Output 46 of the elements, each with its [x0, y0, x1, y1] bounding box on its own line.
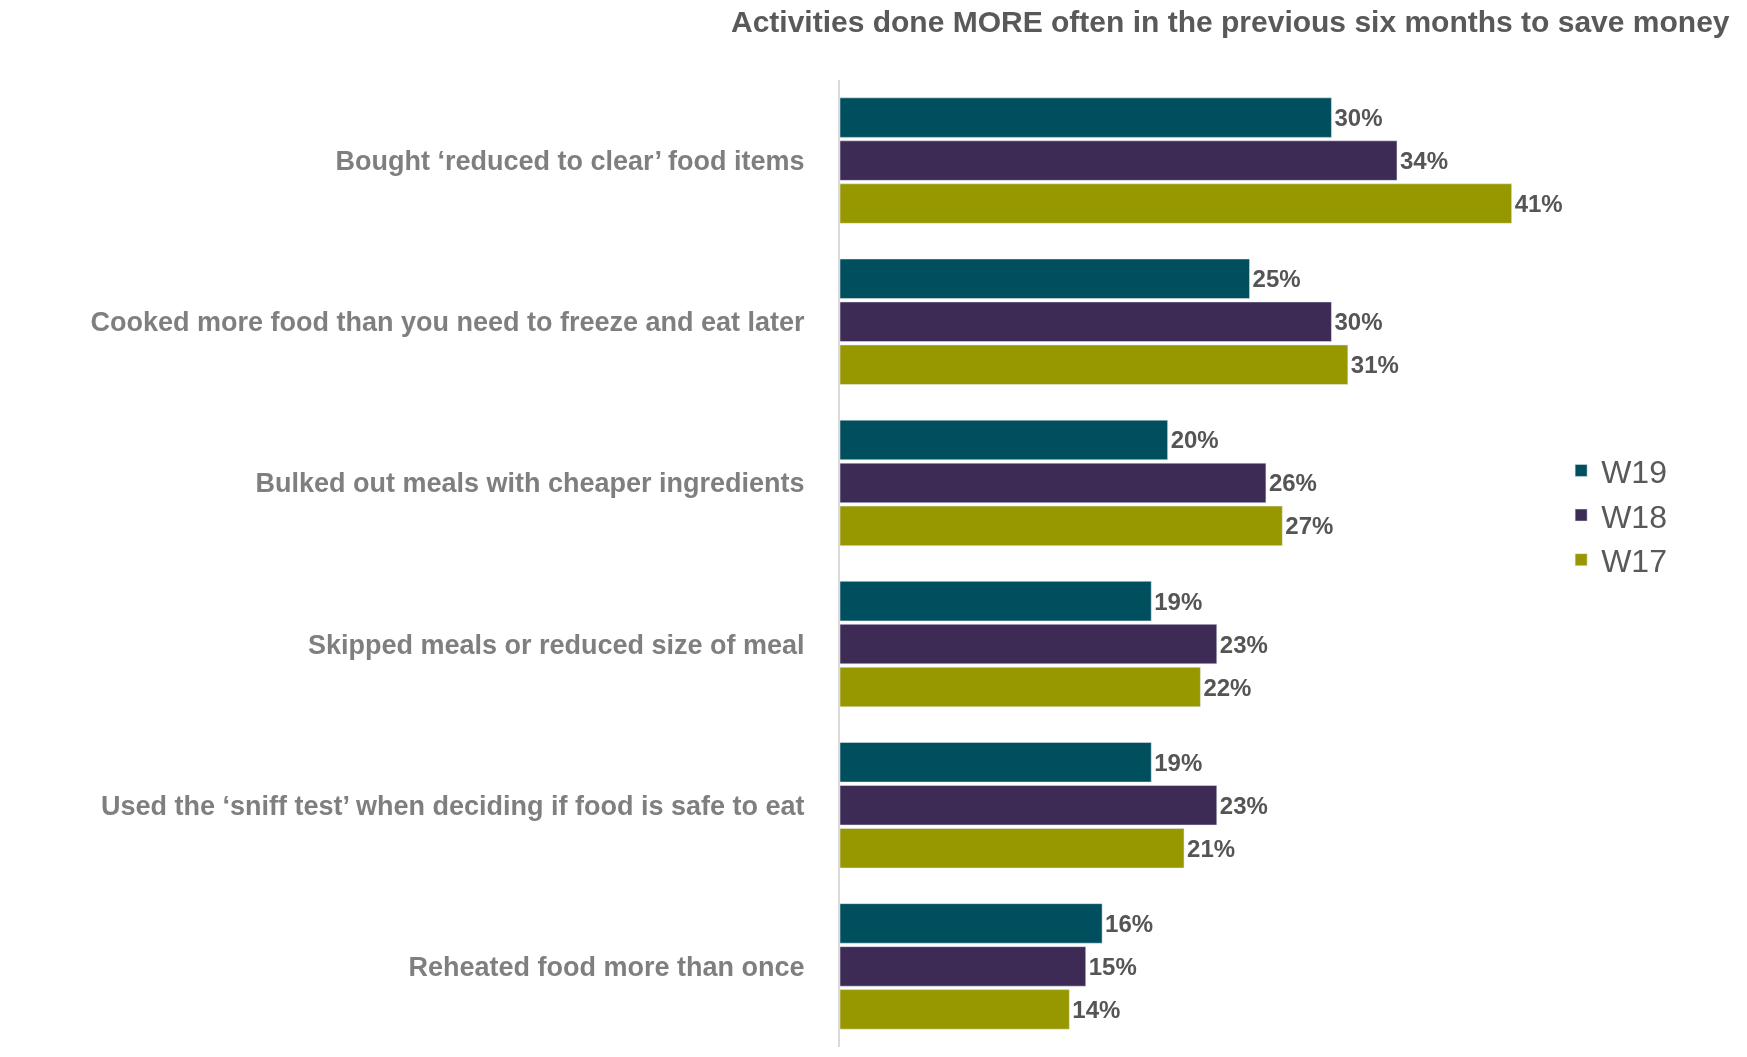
y-tick-label: Bulked out meals with cheaper ingredients — [255, 468, 805, 499]
data-label: 30% — [1334, 104, 1383, 132]
data-label: 19% — [1154, 748, 1203, 776]
bar — [840, 505, 1283, 546]
data-label: 34% — [1399, 147, 1449, 175]
data-label: 23% — [1219, 630, 1268, 658]
bar — [840, 301, 1332, 342]
data-label: 14% — [1072, 995, 1121, 1023]
bar — [840, 903, 1103, 944]
data-label: 26% — [1268, 469, 1317, 497]
data-label: 30% — [1334, 308, 1383, 336]
data-label: 21% — [1187, 834, 1236, 862]
bar — [840, 624, 1218, 665]
data-label: 20% — [1170, 426, 1219, 454]
data-label: 25% — [1252, 265, 1301, 293]
data-label: 19% — [1154, 587, 1203, 615]
bar — [840, 97, 1332, 138]
bar — [840, 581, 1152, 622]
legend-label: W17 — [1601, 543, 1667, 580]
bar — [840, 258, 1250, 299]
bar — [840, 989, 1070, 1030]
bar — [840, 742, 1152, 783]
bar — [840, 183, 1512, 224]
bar — [840, 344, 1349, 385]
data-label: 16% — [1105, 909, 1154, 937]
data-label: 15% — [1088, 952, 1137, 980]
bar — [840, 828, 1185, 869]
legend-label: W19 — [1601, 453, 1667, 490]
bar — [840, 462, 1267, 503]
legend-label: W18 — [1601, 498, 1667, 535]
y-tick-label: Used the ‘sniff test’ when deciding if food is safe to eat — [100, 790, 805, 821]
data-label: 22% — [1203, 673, 1252, 701]
y-tick-label: Skipped meals or reduced size of meal — [307, 629, 805, 660]
y-tick-label: Cooked more food than you need to freeze and eat later — [90, 307, 806, 338]
data-label: 27% — [1285, 512, 1334, 540]
bar — [840, 419, 1168, 460]
data-label: 31% — [1350, 351, 1399, 379]
data-label: 41% — [1514, 190, 1563, 218]
y-tick-label: Bought ‘reduced to clear’ food items — [335, 146, 805, 177]
y-tick-label: Reheated food more than once — [408, 951, 805, 982]
bar — [840, 785, 1218, 826]
bar — [840, 667, 1201, 708]
chart-title: Activities done MORE often in the previous six months to save money — [731, 4, 1730, 38]
bar — [840, 140, 1398, 181]
bar — [840, 946, 1086, 987]
data-label: 23% — [1219, 791, 1268, 819]
